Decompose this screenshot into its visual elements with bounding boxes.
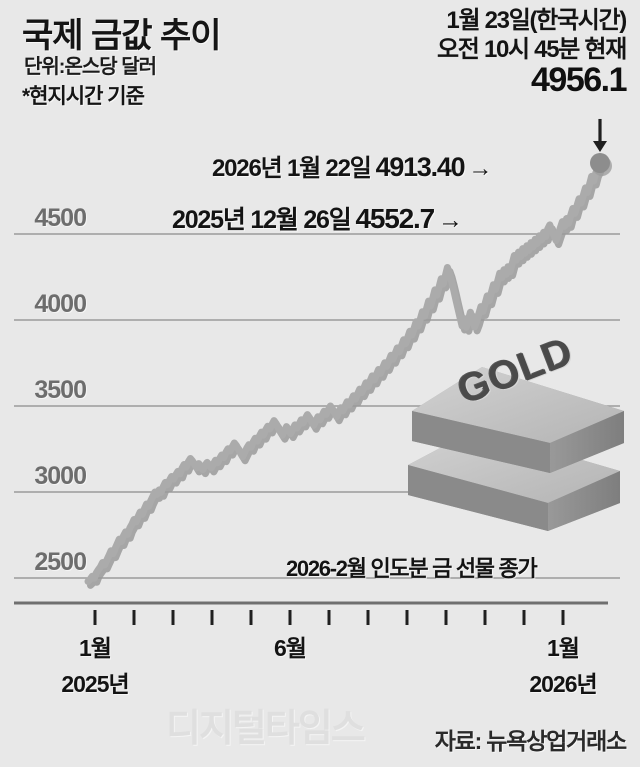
gold-bar-illustration <box>398 345 628 535</box>
y-axis-tick-3500: 3500 <box>34 376 87 404</box>
x-axis-tick-1월-2025년: 1월 2025년 <box>35 629 155 699</box>
publisher-watermark: 디지털타임스 <box>166 708 366 750</box>
y-axis-tick-2500: 2500 <box>34 548 87 576</box>
annotation-value: 4913.40 <box>375 152 466 182</box>
x-tick-month: 1월 <box>79 635 112 661</box>
quote-date-label: 1월 23일(한국시간) <box>446 7 627 34</box>
x-tick-year: 2025년 <box>61 671 129 697</box>
annotation-date: 2026년 1월 22일 <box>212 155 372 182</box>
y-axis-tick-4500: 4500 <box>34 204 87 232</box>
annotation-2026-01-22: 2026년 1월 22일 4913.40 → <box>212 148 492 183</box>
header-current-quote: 1월 23일(한국시간) 오전 10시 45분 현재 4956.1 <box>437 7 627 100</box>
quote-time-label: 오전 10시 45분 현재 <box>437 36 627 64</box>
annotation-value: 4552.7 <box>355 203 436 234</box>
annotation-date: 2025년 12월 26일 <box>172 206 352 234</box>
unit-subtitle: 단위:온스당 달러 <box>24 56 157 78</box>
x-tick-month: 6월 <box>274 635 307 661</box>
annotation-arrow-icon: → <box>437 206 463 234</box>
y-axis-tick-3000: 3000 <box>34 462 87 490</box>
annotation-2025-12-26: 2025년 12월 26일 4552.7 → <box>172 200 463 236</box>
x-tick-year: 2026년 <box>529 671 597 697</box>
page-title: 국제 금값 추이 <box>22 17 222 55</box>
annotation-arrow-icon: → <box>468 155 493 182</box>
x-axis-tick-1월-2026년: 1월 2026년 <box>503 629 623 699</box>
source-label: 자료: 뉴욕상업거래소 <box>434 728 627 754</box>
quote-current-price: 4956.1 <box>531 61 627 100</box>
x-tick-month: 1월 <box>547 635 580 661</box>
chart-caption: 2026-2월 인도분 금 선물 종가 <box>286 556 538 581</box>
x-axis-tick-6월: 6월 <box>230 629 350 663</box>
timezone-note: *현지시간 기준 <box>22 85 145 108</box>
y-axis-tick-4000: 4000 <box>34 290 87 318</box>
